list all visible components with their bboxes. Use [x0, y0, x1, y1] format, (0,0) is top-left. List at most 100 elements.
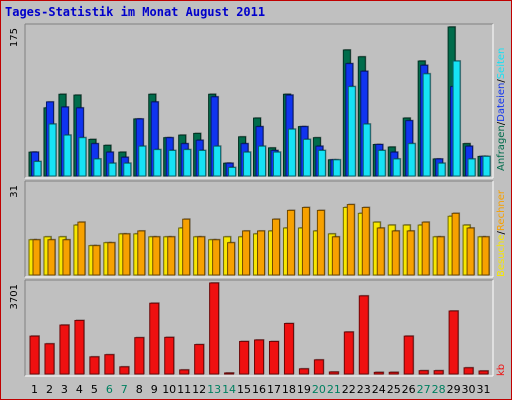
bar-seiten-day-17: [272, 151, 282, 177]
bar-seiten-day-15: [243, 151, 252, 177]
bar-kb-day-12: [194, 343, 205, 375]
day-label-7: 7: [121, 383, 128, 396]
bar-seiten-day-30: [467, 157, 477, 177]
legend: Besuche/Rechner: [496, 189, 507, 277]
day-label-6: 6: [106, 383, 113, 396]
bar-seiten-day-14: [228, 166, 237, 177]
bar-kb-day-26: [403, 335, 415, 375]
day-label-9: 9: [151, 383, 158, 396]
day-label-11: 11: [177, 383, 191, 396]
legend-separator: /: [496, 79, 507, 83]
bar-rechner-day-19: [301, 206, 311, 276]
day-label-14: 14: [222, 383, 236, 396]
bar-kb-day-23: [358, 294, 370, 375]
bar-seiten-day-23: [362, 123, 372, 177]
y-axis-max-label: 31: [9, 185, 20, 198]
bar-kb-day-20: [313, 358, 325, 375]
day-label-20: 20: [312, 383, 326, 396]
day-label-5: 5: [91, 383, 98, 396]
bar-seiten-day-6: [108, 162, 117, 177]
bar-kb-day-11: [179, 368, 190, 375]
bar-seiten-day-25: [392, 157, 402, 177]
y-axis-max-label: 175: [9, 28, 20, 47]
bar-kb-day-9: [149, 302, 160, 375]
legend-separator: /: [496, 230, 507, 234]
bar-seiten-day-22: [347, 85, 357, 177]
day-label-29: 29: [447, 383, 461, 396]
bar-kb-day-27: [418, 369, 430, 375]
bar-rechner-day-21: [331, 235, 341, 276]
bar-rechner-day-11: [182, 218, 191, 276]
bar-kb-day-6: [104, 353, 115, 375]
bar-rechner-day-18: [286, 209, 296, 276]
bar-rechner-day-4: [77, 221, 86, 276]
bar-rechner-day-30: [466, 227, 476, 276]
day-label-27: 27: [417, 383, 431, 396]
bar-kb-day-17: [268, 340, 280, 375]
bar-rechner-day-8: [137, 229, 146, 276]
bar-seiten-day-16: [258, 145, 267, 177]
bar-seiten-day-10: [168, 149, 177, 177]
day-label-21: 21: [327, 383, 341, 396]
bar-kb-day-14: [224, 372, 235, 375]
bar-rechner-day-16: [257, 229, 266, 276]
bar-kb-day-8: [134, 336, 145, 375]
day-label-25: 25: [387, 383, 401, 396]
bar-kb-day-16: [254, 338, 265, 375]
legend-item-rechner: Rechner: [496, 189, 507, 231]
bar-rechner-day-22: [346, 203, 356, 276]
bar-rechner-day-27: [421, 221, 431, 276]
day-label-24: 24: [372, 383, 386, 396]
bar-seiten-day-24: [377, 149, 387, 177]
bar-kb-day-19: [298, 367, 310, 375]
legend-item-besuche: Besuche: [496, 234, 507, 277]
bar-kb-day-31: [478, 369, 490, 375]
bar-rechner-day-15: [242, 229, 251, 276]
bar-seiten-day-7: [123, 162, 132, 177]
bar-rechner-day-6: [107, 241, 116, 276]
bar-kb-day-2: [44, 342, 55, 375]
chart-title: Tages-Statistik im Monat August 2011: [5, 5, 266, 19]
day-label-17: 17: [267, 383, 281, 396]
day-label-26: 26: [402, 383, 416, 396]
day-label-12: 12: [192, 383, 206, 396]
legend: Anfragen/Dateien/Seiten: [496, 48, 507, 171]
bar-seiten-day-20: [317, 149, 327, 177]
bar-seiten-day-31: [482, 155, 492, 177]
bar-seiten-day-29: [452, 60, 462, 177]
bar-kb-day-22: [343, 331, 355, 375]
bar-rechner-day-24: [376, 227, 386, 276]
bar-rechner-day-17: [271, 218, 281, 276]
bar-kb-day-18: [283, 322, 295, 375]
bar-rechner-day-7: [122, 232, 131, 276]
day-label-15: 15: [237, 383, 251, 396]
bar-rechner-day-2: [47, 238, 56, 276]
bar-seiten-day-27: [422, 72, 432, 177]
bar-seiten-day-19: [302, 138, 312, 177]
day-label-3: 3: [61, 383, 68, 396]
bar-seiten-day-18: [287, 128, 297, 177]
bar-seiten-day-9: [153, 148, 162, 177]
bar-rechner-day-25: [391, 229, 401, 276]
bar-rechner-day-28: [436, 235, 446, 276]
bar-kb-day-28: [433, 369, 445, 375]
y-axis-max-label: 3701: [9, 284, 20, 309]
bar-seiten-day-26: [407, 142, 417, 177]
bar-kb-day-24: [373, 371, 385, 375]
bar-kb-day-15: [239, 340, 250, 375]
legend: kb: [496, 364, 507, 376]
day-label-22: 22: [342, 383, 356, 396]
bar-seiten-day-28: [437, 162, 447, 177]
bar-rechner-day-29: [451, 212, 461, 276]
legend-separator: /: [496, 121, 507, 125]
bar-rechner-day-1: [32, 238, 41, 276]
bar-seiten-day-1: [33, 160, 42, 177]
bar-kb-day-13: [209, 282, 220, 375]
legend-item-dateien: Dateien: [496, 83, 507, 122]
day-label-2: 2: [46, 383, 53, 396]
bar-kb-day-10: [164, 336, 175, 375]
bar-seiten-day-13: [213, 145, 222, 177]
bar-rechner-day-23: [361, 206, 371, 276]
